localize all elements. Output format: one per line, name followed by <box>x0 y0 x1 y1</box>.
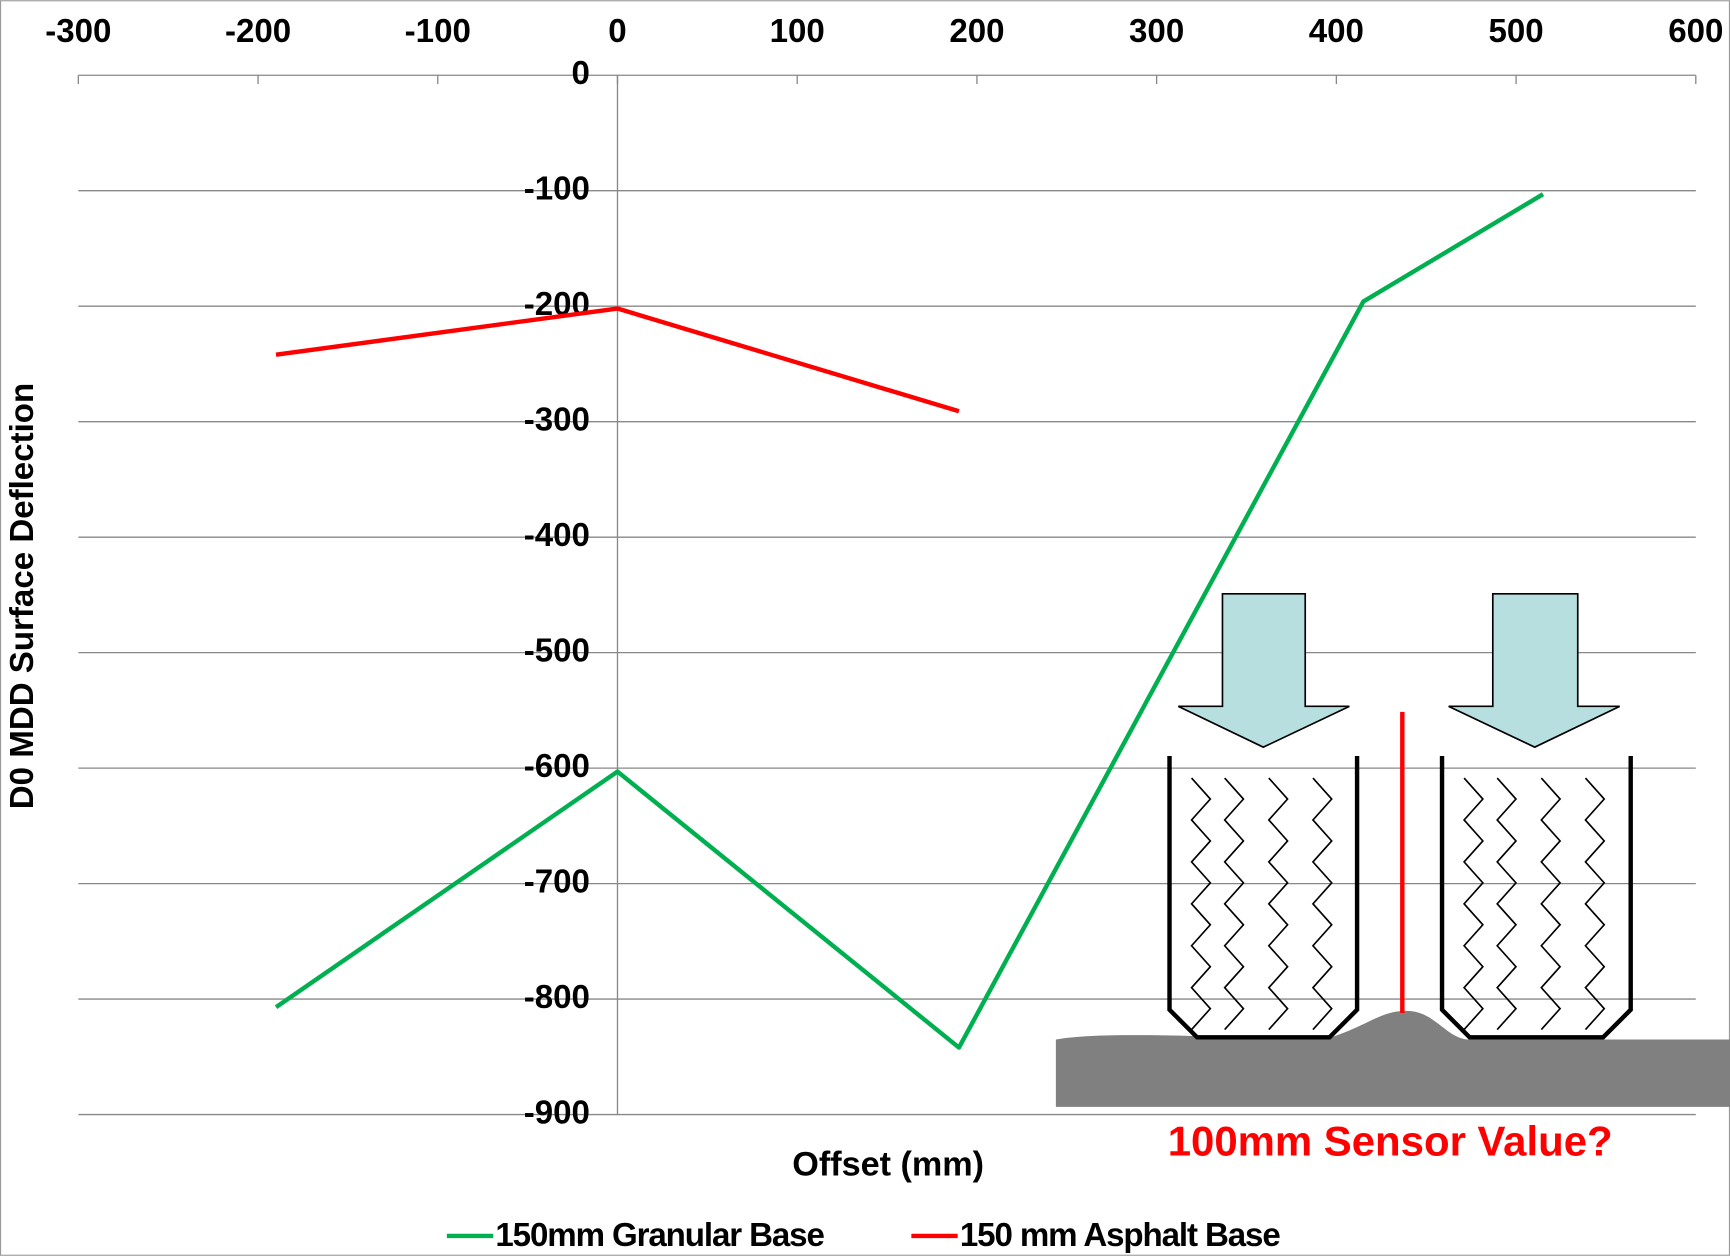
legend-label: 150mm Granular Base <box>495 1217 824 1254</box>
x-tick-label: 600 <box>1668 13 1723 50</box>
y-tick-label: -500 <box>524 632 590 669</box>
x-tick-label: 400 <box>1309 13 1364 50</box>
y-tick-label: -300 <box>524 401 590 438</box>
chart: D0 MDD Surface Deflection Offset (mm) 10… <box>0 0 1730 1256</box>
x-tick-label: -300 <box>45 13 111 50</box>
x-axis-title: Offset (mm) <box>792 1145 984 1183</box>
x-tick-label: 0 <box>608 13 626 50</box>
x-tick-label: -100 <box>405 13 471 50</box>
x-tick-label: 500 <box>1488 13 1543 50</box>
x-tick-label: -200 <box>225 13 291 50</box>
y-axis-title: D0 MDD Surface Deflection <box>4 383 41 809</box>
y-tick-label: -900 <box>524 1094 590 1131</box>
annotation: 100mm Sensor Value? <box>1168 1117 1613 1164</box>
legend-label: 150 mm Asphalt Base <box>960 1217 1280 1254</box>
y-tick-label: -800 <box>524 979 590 1016</box>
y-tick-label: -600 <box>524 748 590 785</box>
y-tick-label: -400 <box>524 517 590 554</box>
x-tick-label: 200 <box>949 13 1004 50</box>
y-tick-label: -100 <box>524 170 590 207</box>
y-tick-label: -700 <box>524 863 590 900</box>
x-tick-label: 300 <box>1129 13 1184 50</box>
y-tick-label: 0 <box>572 55 590 92</box>
x-tick-label: 100 <box>770 13 825 50</box>
